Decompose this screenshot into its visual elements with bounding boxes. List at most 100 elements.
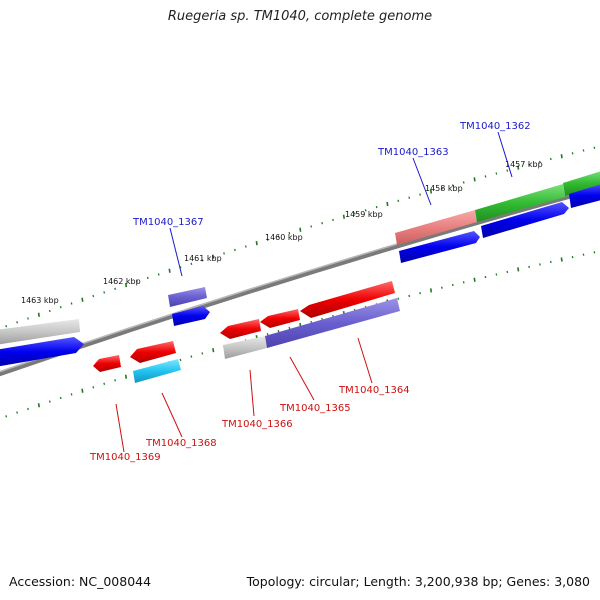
accession-label: Accession: NC_008044 <box>9 574 152 589</box>
outer-tick-14 <box>146 276 149 280</box>
outer-tick-31 <box>332 218 334 222</box>
scale-label-1460: 1460 kbp <box>265 233 303 242</box>
inner-tick-48 <box>517 267 520 272</box>
feature-1366-gray[interactable] <box>223 336 267 359</box>
inner-tick-38 <box>408 294 411 298</box>
inner-tick-4 <box>37 403 40 408</box>
scale-label-1458: 1458 kbp <box>425 184 463 193</box>
gene-labels: TM1040_1362 TM1040_1363 TM1040_1367 TM10… <box>89 121 531 463</box>
leader-1368 <box>161 392 183 438</box>
leader-1366 <box>249 369 255 417</box>
outer-tick-21 <box>223 252 225 255</box>
outer-tick-27 <box>288 231 291 235</box>
gene-label-1366[interactable]: TM1040_1366 <box>221 419 293 430</box>
inner-tick-55 <box>593 251 596 254</box>
outer-tick-25 <box>266 238 269 241</box>
inner-tick-9 <box>92 386 95 389</box>
outer-tick-34 <box>364 209 367 212</box>
inner-tick-39 <box>419 292 422 295</box>
feature-gray-left-top[interactable] <box>0 319 80 345</box>
inner-tick-5 <box>48 400 51 403</box>
feature-1368-cyan[interactable] <box>133 359 181 383</box>
gene-label-1364[interactable]: TM1040_1364 <box>338 385 410 396</box>
outer-tick-26 <box>277 235 280 238</box>
feature-1366-red[interactable] <box>220 319 261 339</box>
outer-tick-29 <box>310 225 313 228</box>
feature-1363-blue[interactable] <box>399 231 480 263</box>
outer-tick-36 <box>386 201 389 207</box>
scale-label-1461: 1461 kbp <box>184 254 222 263</box>
outer-tick-45 <box>484 175 487 178</box>
outer-tick-46 <box>495 172 498 175</box>
outer-tick-11 <box>114 287 117 290</box>
outer-tick-24 <box>255 240 258 246</box>
feature-1367-blue[interactable] <box>172 306 210 326</box>
leader-1369 <box>115 403 125 453</box>
outer-tick-12 <box>124 282 128 288</box>
feature-1365-red[interactable] <box>260 309 300 328</box>
feature-1369-red[interactable] <box>93 355 121 372</box>
label-leaders <box>115 131 513 453</box>
inner-tick-44 <box>473 277 476 282</box>
feature-1364-red[interactable] <box>300 281 395 318</box>
feature-1364-purple[interactable] <box>265 298 400 348</box>
scale-label-1462: 1462 kbp <box>103 277 141 286</box>
leader-1362 <box>497 131 513 178</box>
outer-tick-30 <box>321 222 324 225</box>
inner-tick-42 <box>451 283 454 287</box>
page-title: Ruegeria sp. TM1040, complete genome <box>167 9 433 24</box>
inner-tick-1 <box>5 415 8 418</box>
gene-label-1367[interactable]: TM1040_1367 <box>132 217 204 228</box>
feature-1362-green[interactable] <box>475 184 565 222</box>
gene-label-1368[interactable]: TM1040_1368 <box>145 438 217 449</box>
outer-tick-28 <box>299 227 302 232</box>
gene-label-1369[interactable]: TM1040_1369 <box>89 452 161 463</box>
outer-tick-13 <box>135 280 138 283</box>
forward-features <box>0 170 600 367</box>
outer-tick-37 <box>397 199 400 202</box>
gene-label-1363[interactable]: TM1040_1363 <box>377 147 449 158</box>
scale-label-1463: 1463 kbp <box>21 296 59 305</box>
genome-summary: Topology: circular; Length: 3,200,938 bp… <box>246 574 590 589</box>
outer-tick-38 <box>408 196 411 199</box>
inner-tick-6 <box>59 396 62 400</box>
outer-tick-2 <box>16 321 19 324</box>
outer-tick-18 <box>190 262 193 265</box>
feature-blue-right[interactable] <box>569 183 600 208</box>
genome-backbone <box>0 185 600 377</box>
outer-tick-39 <box>419 193 422 196</box>
inner-tick-52 <box>560 257 563 262</box>
gene-label-1365[interactable]: TM1040_1365 <box>279 403 351 414</box>
inner-tick-11 <box>114 379 117 382</box>
outer-scale-ticks <box>5 146 596 328</box>
scale-label-1459: 1459 kbp <box>345 210 383 219</box>
outer-tick-7 <box>70 302 73 305</box>
outer-tick-35 <box>375 205 378 209</box>
feature-1367-purple[interactable] <box>168 287 207 307</box>
feature-1362-blue[interactable] <box>481 202 569 238</box>
outer-tick-50 <box>538 160 541 164</box>
outer-tick-51 <box>549 157 552 161</box>
outer-tick-8 <box>81 297 84 302</box>
outer-tick-44 <box>473 177 476 182</box>
outer-tick-52 <box>560 154 563 159</box>
inner-tick-47 <box>506 270 509 274</box>
feature-green-right[interactable] <box>563 170 600 196</box>
outer-tick-20 <box>212 254 215 259</box>
scale-labels: 1457 kbp 1458 kbp 1459 kbp 1460 kbp 1461… <box>21 160 543 305</box>
outer-tick-53 <box>571 152 574 155</box>
inner-tick-20 <box>212 347 215 353</box>
inner-tick-37 <box>397 297 400 300</box>
inner-tick-40 <box>429 288 433 293</box>
inner-tick-26 <box>277 329 280 333</box>
feature-1368-red[interactable] <box>130 341 176 363</box>
inner-tick-2 <box>16 411 19 414</box>
inner-tick-53 <box>571 255 574 259</box>
outer-tick-42 <box>451 184 454 187</box>
feature-cds-left-blue[interactable] <box>0 337 84 367</box>
reverse-features <box>93 281 400 383</box>
outer-tick-9 <box>92 294 95 298</box>
gene-label-1362[interactable]: TM1040_1362 <box>459 121 531 132</box>
feature-1363-pink[interactable] <box>395 210 477 245</box>
